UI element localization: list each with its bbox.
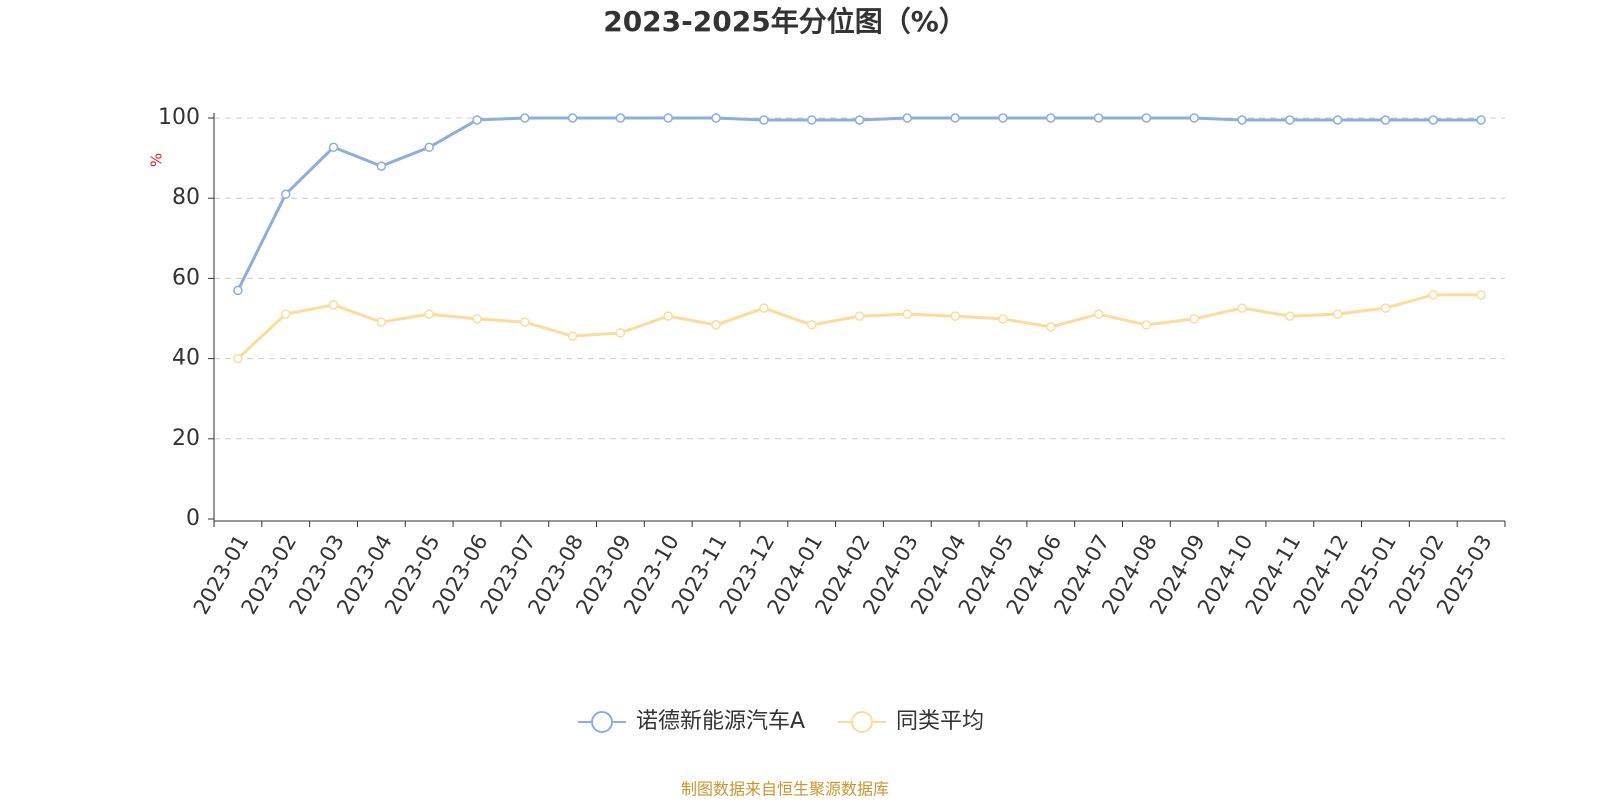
- point: [806, 320, 817, 330]
- point: [615, 113, 626, 123]
- legend-label: 诺德新能源汽车A: [636, 709, 805, 734]
- point: [280, 189, 291, 199]
- point: [328, 300, 339, 310]
- point: [567, 113, 578, 123]
- point: [950, 113, 960, 123]
- point: [1380, 115, 1391, 125]
- point: [1141, 320, 1152, 330]
- point: [854, 311, 865, 321]
- point: [711, 320, 721, 330]
- point: [376, 317, 387, 327]
- point: [663, 113, 673, 123]
- point: [472, 115, 482, 125]
- y-tick-label: 40: [172, 346, 200, 371]
- point: [1237, 303, 1247, 313]
- point: [1476, 290, 1486, 300]
- legend-marker: [851, 711, 873, 733]
- point: [472, 314, 482, 324]
- point: [1237, 115, 1247, 125]
- point: [1285, 115, 1295, 125]
- point: [998, 113, 1008, 123]
- series-line: [236, 116, 1482, 292]
- point: [520, 317, 530, 327]
- point: [663, 311, 673, 321]
- point: [615, 328, 626, 338]
- point: [1380, 303, 1391, 313]
- point: [1285, 311, 1295, 321]
- point: [233, 285, 243, 296]
- source-note: 制图数据来自恒生聚源数据库: [681, 780, 889, 799]
- point: [567, 331, 578, 341]
- point: [950, 311, 960, 321]
- y-tick-label: 100: [158, 105, 200, 130]
- point: [1476, 115, 1486, 125]
- y-tick-label: 80: [172, 185, 200, 210]
- point: [328, 142, 339, 153]
- point: [424, 142, 434, 153]
- legend-label: 同类平均: [896, 709, 984, 734]
- point: [1093, 113, 1104, 123]
- point: [759, 303, 769, 313]
- y-tick-label: 20: [172, 426, 200, 451]
- y-tick-label: 60: [172, 265, 200, 290]
- point: [1046, 322, 1056, 332]
- point: [998, 314, 1008, 324]
- point: [233, 353, 243, 364]
- point: [902, 113, 913, 123]
- point: [280, 309, 291, 319]
- point: [1428, 290, 1439, 300]
- point: [1141, 113, 1152, 123]
- chart-title: 2023-2025年分位图（%）: [603, 5, 967, 38]
- point: [424, 309, 434, 319]
- point: [854, 115, 865, 125]
- point: [1189, 314, 1199, 324]
- y-tick-label: 0: [186, 506, 200, 531]
- point: [376, 161, 387, 171]
- point: [1332, 115, 1343, 125]
- point: [902, 309, 913, 319]
- point: [1093, 309, 1104, 319]
- point: [806, 115, 817, 125]
- point: [1428, 115, 1439, 125]
- point: [759, 115, 769, 125]
- y-axis-label: %: [148, 153, 166, 167]
- point: [1046, 113, 1056, 123]
- point: [1189, 113, 1199, 123]
- point: [520, 113, 530, 123]
- point: [711, 113, 721, 123]
- point: [1332, 309, 1343, 319]
- series-line: [236, 293, 1482, 360]
- legend-marker: [591, 711, 613, 733]
